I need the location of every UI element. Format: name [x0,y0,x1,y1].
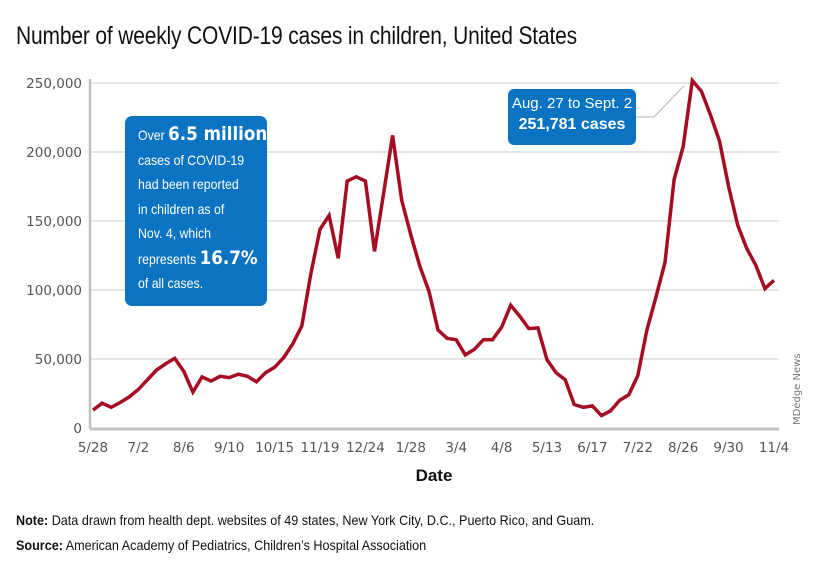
callout-line: had been reported [138,176,239,192]
x-tick-label: 11/4 [759,440,789,456]
peak-date-range: Aug. 27 to Sept. 2 [511,95,633,112]
x-tick-label: 5/28 [78,440,108,456]
series-layer [91,76,776,418]
x-tick-label: 4/8 [491,440,513,456]
callout-text: represents [138,250,200,267]
callout-percentage: 16.7% [199,246,258,269]
x-tick-label: 7/22 [623,440,653,456]
y-tick-label: 100,000 [26,283,82,299]
series-line-weekly-cases [91,76,776,418]
credit-label: MDedge News [792,353,803,425]
x-tick-label: 7/2 [128,440,150,456]
x-tick-label: 11/19 [301,440,340,456]
callout-line: cases of COVID-19 [138,151,245,168]
chart-title: Number of weekly COVID-19 cases in child… [16,22,578,50]
y-tick-label: 250,000 [26,76,82,92]
x-axis-label: Date [416,466,453,485]
y-tick-label: 50,000 [35,352,82,368]
x-tick-label: 5/13 [532,440,562,456]
source-text: American Academy of Pediatrics, Children… [62,537,427,553]
source-label: Source: [16,537,63,553]
summary-callout: Over 6.5 million cases of COVID-19 had b… [125,116,267,306]
x-tick-label: 8/6 [173,440,195,456]
callout-line: Over 6.5 million [138,122,267,148]
footer-note: Note: Data drawn from health dept. websi… [16,512,594,528]
x-tick-label: 1/28 [396,440,426,456]
callout-line: of all cases. [138,275,204,291]
x-tick-label: 6/17 [577,440,607,456]
x-tick-labels: 5/28 7/2 8/6 9/10 10/15 11/19 12/24 1/28 3/4 4/8 5… [78,440,789,456]
callout-line: in children as of [138,200,225,217]
note-label: Note: [16,512,49,528]
x-tick-label: 12/24 [346,440,385,456]
x-tick-label: 9/30 [713,440,743,456]
y-tick-labels: 0 50,000 100,000 150,000 200,000 250,000 [26,76,82,437]
x-tick-label: 10/15 [255,440,294,456]
axes [88,79,779,431]
callout-line: represents 16.7% [138,246,258,272]
y-tick-label: 0 [73,421,82,437]
peak-callout: Aug. 27 to Sept. 2 251,781 cases [508,89,636,145]
x-tick-label: 3/4 [445,440,467,456]
y-tick-label: 200,000 [26,145,82,161]
peak-leader-line-segment [653,85,685,118]
note-text: Data drawn from health dept. websites of… [48,512,595,528]
y-tick-label: 150,000 [26,214,82,230]
footer-source: Source: American Academy of Pediatrics, … [16,537,426,553]
x-tick-label: 8/26 [668,440,698,456]
x-tick-label: 9/10 [214,440,244,456]
callout-line: Nov. 4, which [138,225,212,241]
callout-total-cases: 6.5 million [168,123,268,145]
callout-text: Over [138,127,169,143]
peak-case-count: 251,781 cases [518,116,626,133]
